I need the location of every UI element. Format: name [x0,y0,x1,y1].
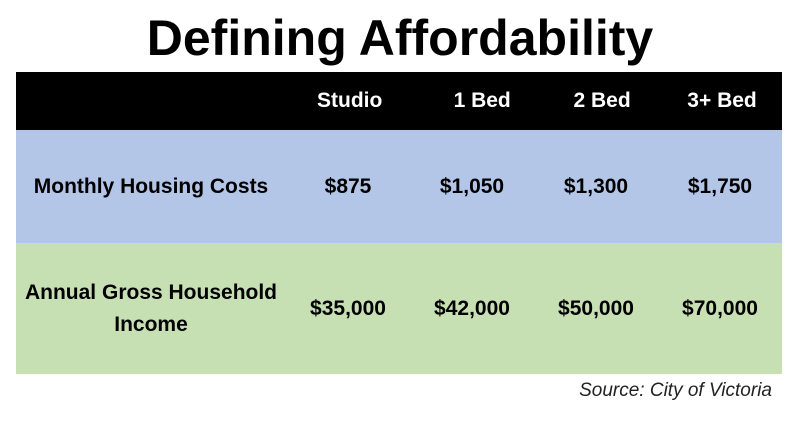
table-row-annual-income: Annual Gross Household Income $35,000 $4… [16,243,782,374]
annual-income-2-bed: $50,000 [558,296,634,320]
page-title: Defining Affordability [146,10,654,66]
column-header-studio: Studio [317,89,383,112]
table-header-row: Studio 1 Bed 2 Bed 3+ Bed [16,72,782,130]
row-label-annual-income-line1: Annual Gross Household [24,280,278,304]
table-row-monthly-housing-costs: Monthly Housing Costs $875 $1,050 $1,300… [16,130,782,243]
monthly-cost-1-bed: $1,050 [439,174,505,198]
column-header-1-bed: 1 Bed [453,89,511,112]
annual-income-1-bed: $42,000 [434,296,510,320]
annual-income-studio: $35,000 [310,296,386,320]
affordability-table: Studio 1 Bed 2 Bed 3+ Bed Monthly Housin… [16,72,782,374]
source-caption: Source: City of Victoria [579,380,772,401]
row-label-annual-income: Annual Gross Household Income [16,277,286,341]
row-label-annual-income-line2: Income [114,312,188,336]
monthly-cost-studio: $875 [324,174,372,198]
monthly-cost-3-bed: $1,750 [687,174,753,198]
monthly-cost-2-bed: $1,300 [563,174,629,198]
row-label-monthly-housing-costs: Monthly Housing Costs [33,174,269,198]
column-header-2-bed: 2 Bed [573,89,631,112]
annual-income-3-bed: $70,000 [682,296,758,320]
column-header-3-bed: 3+ Bed [687,89,757,112]
